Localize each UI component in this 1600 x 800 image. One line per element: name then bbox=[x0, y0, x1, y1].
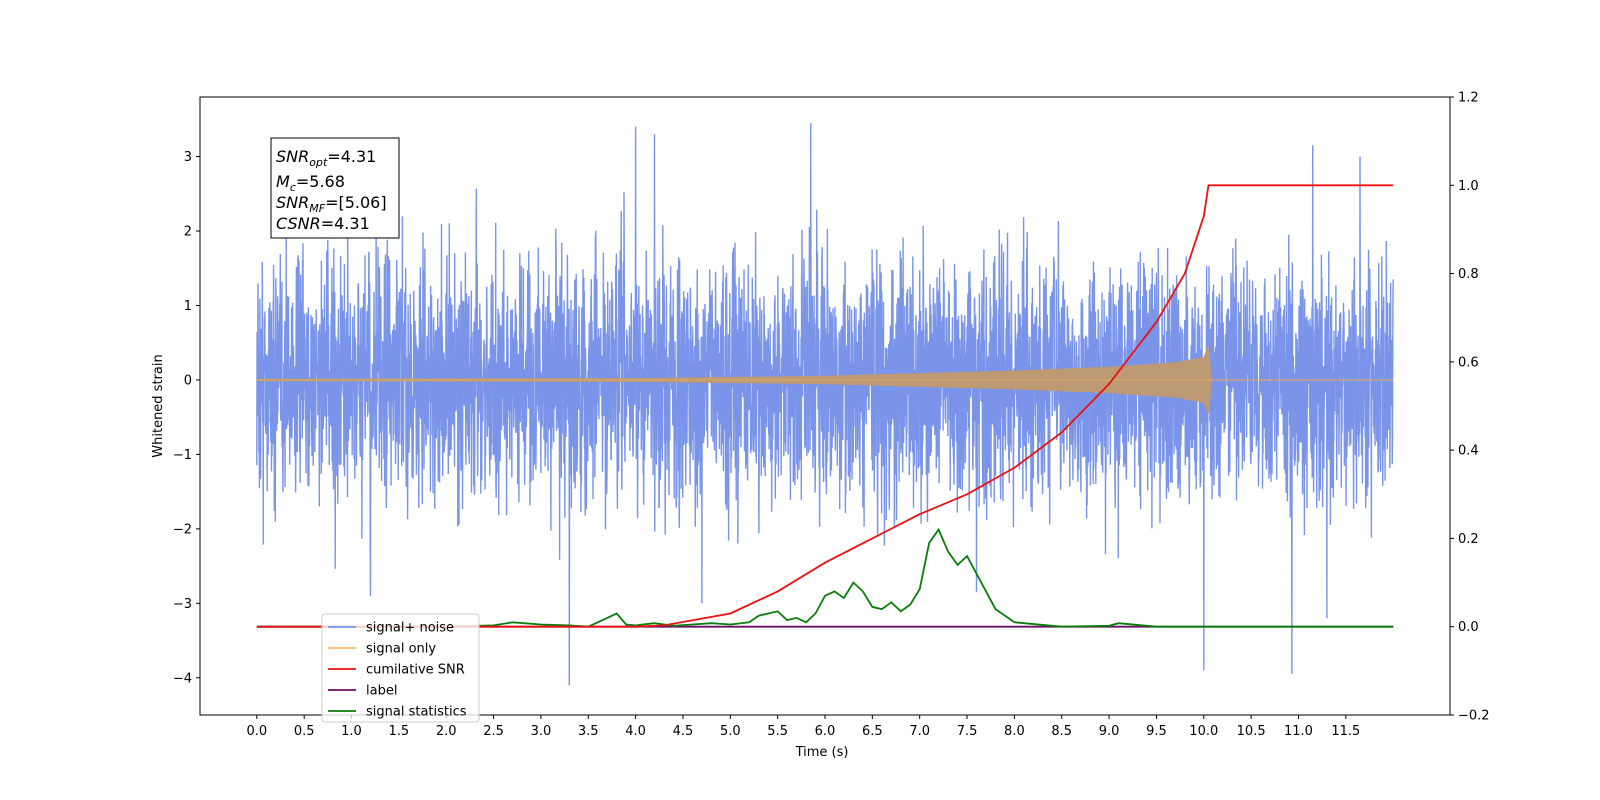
x-tick-label: 0.5 bbox=[294, 724, 315, 739]
y-right-tick-label: 1.0 bbox=[1458, 179, 1479, 194]
y-right-tick-label: 0.0 bbox=[1458, 620, 1479, 635]
y-right-tick-label: 0.4 bbox=[1458, 444, 1479, 459]
x-tick-label: 5.5 bbox=[767, 724, 788, 739]
x-tick-label: 4.0 bbox=[625, 724, 646, 739]
y-left-tick-label: 2 bbox=[184, 225, 192, 240]
y-left-tick-label: −4 bbox=[173, 671, 192, 686]
y-right-tick-label: −0.2 bbox=[1458, 709, 1490, 724]
x-tick-label: 8.5 bbox=[1051, 724, 1072, 739]
y-right-tick-label: 0.6 bbox=[1458, 355, 1479, 370]
series-cumulative-snr-line bbox=[256, 184, 1394, 628]
legend-label-signal-only: signal only bbox=[366, 642, 436, 657]
x-tick-label: 4.5 bbox=[673, 724, 694, 739]
x-tick-label: 3.0 bbox=[531, 724, 552, 739]
y-left-tick-label: 3 bbox=[184, 150, 192, 165]
x-tick-label: 9.5 bbox=[1146, 724, 1167, 739]
y-left-tick-label: −3 bbox=[173, 597, 192, 612]
y-axis-right: 1.2 1.0 0.8 0.6 0.4 0.2 0.0 −0.2 bbox=[1450, 91, 1490, 724]
x-tick-label: 6.5 bbox=[862, 724, 883, 739]
x-tick-label: 9.0 bbox=[1099, 724, 1120, 739]
plot-area bbox=[256, 123, 1394, 686]
x-tick-label: 10.5 bbox=[1237, 724, 1266, 739]
y-left-tick-label: 0 bbox=[184, 373, 192, 388]
series-signal-statistics-line bbox=[256, 527, 1394, 628]
legend-label-signal-noise: signal+ noise bbox=[366, 621, 454, 636]
x-tick-label: 8.0 bbox=[1004, 724, 1025, 739]
x-tick-label: 1.5 bbox=[389, 724, 410, 739]
annotation-line: SNRMF=[5.06] bbox=[276, 193, 387, 215]
legend-label-label: label bbox=[366, 684, 397, 699]
y-left-tick-label: −1 bbox=[173, 448, 192, 463]
legend-label-signal-statistics: signal statistics bbox=[366, 705, 467, 720]
y-left-tick-label: −2 bbox=[173, 522, 192, 537]
annotation-line: SNRopt=4.31 bbox=[276, 147, 376, 169]
x-tick-label: 1.0 bbox=[341, 724, 362, 739]
y-right-tick-label: 1.2 bbox=[1458, 91, 1479, 106]
y-right-tick-label: 0.8 bbox=[1458, 267, 1479, 282]
y-axis-label: Whitened strain bbox=[151, 354, 166, 457]
x-tick-label: 10.0 bbox=[1189, 724, 1218, 739]
y-left-tick-label: 1 bbox=[184, 299, 192, 314]
x-axis: 0.0 0.5 1.0 1.5 2.0 2.5 3.0 3.5 4.0 4.5 5.0 5.5 6.0 6… bbox=[246, 715, 1360, 739]
x-tick-label: 7.5 bbox=[957, 724, 978, 739]
x-tick-label: 2.0 bbox=[436, 724, 457, 739]
series-signal-noise-line bbox=[256, 123, 1394, 686]
x-tick-label: 11.0 bbox=[1284, 724, 1313, 739]
annotation-box: SNRopt=4.31 Mc=5.68 SNRMF=[5.06] CSNR=4.… bbox=[270, 137, 400, 239]
x-tick-label: 11.5 bbox=[1331, 724, 1360, 739]
x-tick-label: 5.0 bbox=[720, 724, 741, 739]
x-axis-label: Time (s) bbox=[795, 745, 849, 760]
legend: signal+ noise signal only cumilative SNR la… bbox=[321, 613, 480, 723]
annotation-line: CSNR=4.31 bbox=[276, 214, 370, 233]
legend-label-cumulative-snr: cumilative SNR bbox=[366, 663, 465, 678]
y-right-tick-label: 0.2 bbox=[1458, 532, 1479, 547]
x-tick-label: 2.5 bbox=[483, 724, 504, 739]
annotation-line: Mc=5.68 bbox=[276, 172, 345, 194]
x-tick-label: 0.0 bbox=[246, 724, 267, 739]
y-axis-left: 3 2 1 0 −1 −2 −3 −4 bbox=[173, 150, 200, 686]
x-tick-label: 6.0 bbox=[815, 724, 836, 739]
x-tick-label: 3.5 bbox=[578, 724, 599, 739]
x-tick-label: 7.0 bbox=[909, 724, 930, 739]
